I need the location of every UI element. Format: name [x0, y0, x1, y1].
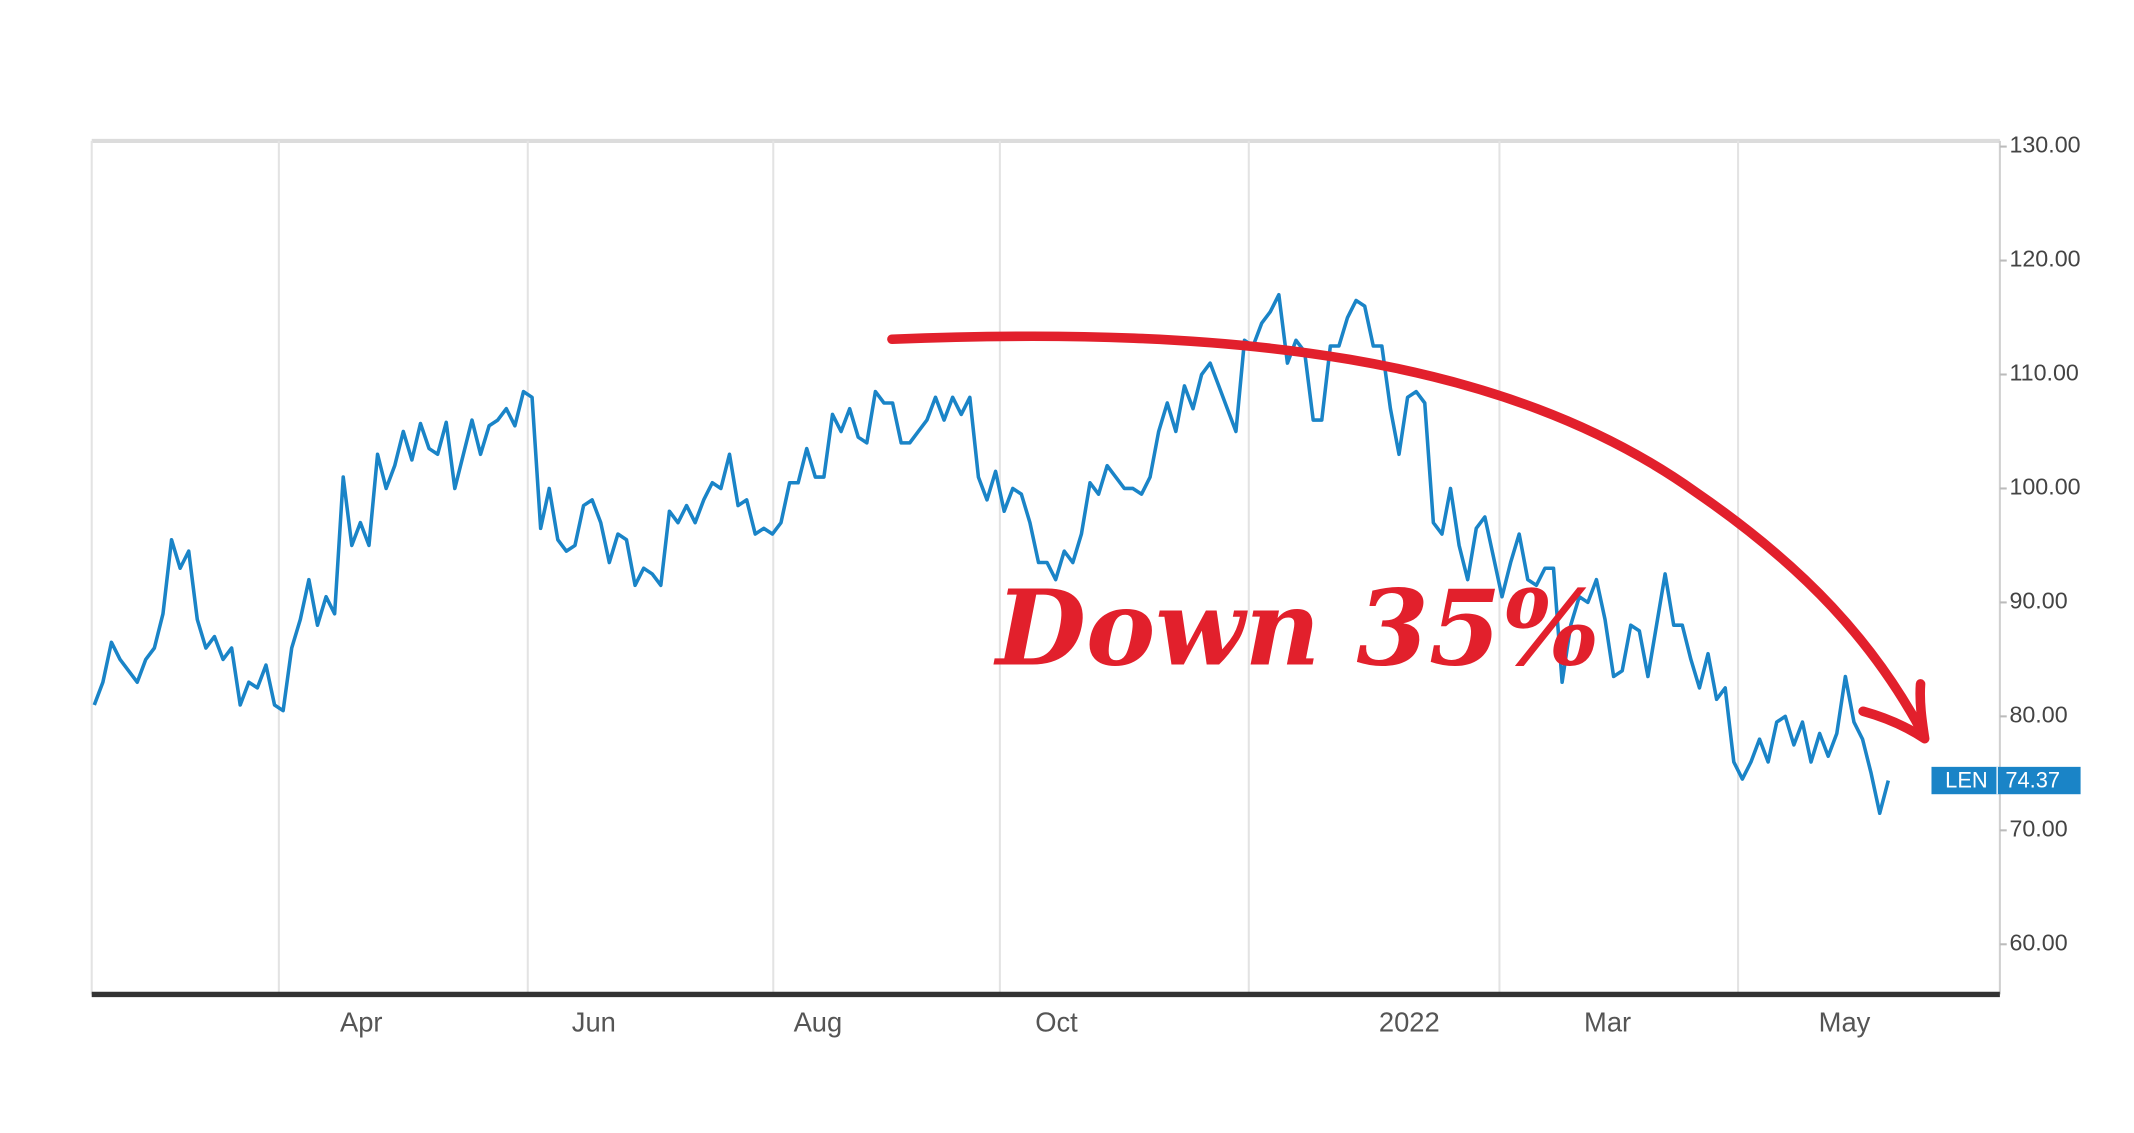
- x-tick-label: May: [1819, 1007, 1871, 1038]
- last-value-box: [1931, 766, 2081, 795]
- y-tick-label: 70.00: [2009, 815, 2067, 841]
- y-tick-label: 120.00: [2009, 246, 2080, 272]
- x-tick-label: Oct: [1035, 1007, 1078, 1038]
- grid: [277, 140, 2007, 995]
- y-tick-label: 110.00: [2009, 360, 2078, 386]
- arrow-head: [1858, 679, 1930, 744]
- y-tick-label: 80.00: [2009, 702, 2067, 728]
- last-value-label: 74.37: [2005, 768, 2060, 793]
- y-tick-label: 60.00: [2009, 929, 2067, 955]
- x-tick-label: Aug: [794, 1007, 843, 1038]
- annotation: Down 35%: [993, 567, 1600, 690]
- y-tick-label: 100.00: [2009, 474, 2080, 500]
- x-tick-label: Jun: [572, 1007, 616, 1038]
- price-line: [92, 292, 1891, 816]
- plot: [92, 292, 1891, 816]
- y-tick-label: 130.00: [2009, 132, 2080, 158]
- y-tick-label: 90.00: [2009, 588, 2067, 614]
- x-tick-label: Apr: [340, 1007, 383, 1038]
- x-tick-label: 2022: [1379, 1007, 1440, 1038]
- arrow: [887, 331, 1927, 737]
- series-name: LEN: [1945, 768, 1988, 793]
- x-tick-label: Mar: [1584, 1007, 1631, 1038]
